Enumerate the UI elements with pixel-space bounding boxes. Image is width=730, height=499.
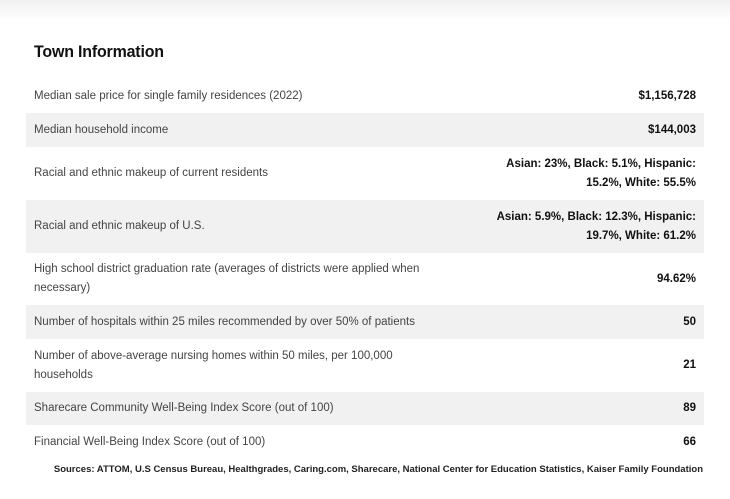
top-strip bbox=[0, 0, 730, 20]
row-value: 21 bbox=[683, 359, 696, 371]
row-value: 50 bbox=[462, 305, 704, 339]
table-row: Median sale price for single family resi… bbox=[26, 80, 704, 113]
row-label: Median sale price for single family resi… bbox=[34, 90, 303, 102]
row-label: Racial and ethnic makeup of current resi… bbox=[34, 167, 268, 179]
row-label: Financial Well-Being Index Score (out of… bbox=[34, 435, 266, 448]
table-row: Median household income $144,003 bbox=[26, 113, 704, 147]
table-row: Racial and ethnic makeup of U.S. Asian: … bbox=[26, 200, 704, 253]
page-title: Town Information bbox=[34, 42, 164, 61]
table-row: High school district graduation rate (av… bbox=[26, 253, 704, 305]
row-value: $144,003 bbox=[462, 113, 704, 147]
row-value: 66 bbox=[683, 435, 696, 448]
table-row: Number of hospitals within 25 miles reco… bbox=[26, 305, 704, 339]
row-label: Median household income bbox=[26, 113, 462, 147]
row-value: Asian: 5.9%, Black: 12.3%, Hispanic: 19.… bbox=[462, 200, 704, 253]
row-value: 94.62% bbox=[656, 272, 696, 285]
row-label: High school district graduation rate (av… bbox=[34, 263, 420, 294]
row-label: Sharecare Community Well-Being Index Sco… bbox=[26, 392, 462, 425]
row-value: 89 bbox=[462, 392, 704, 425]
table-row: Racial and ethnic makeup of current resi… bbox=[26, 147, 704, 200]
row-label: Racial and ethnic makeup of U.S. bbox=[26, 200, 462, 253]
row-label: Number of hospitals within 25 miles reco… bbox=[26, 305, 462, 339]
table-row: Financial Well-Being Index Score (out of… bbox=[26, 425, 704, 459]
table-row: Sharecare Community Well-Being Index Sco… bbox=[26, 392, 704, 425]
row-value: $1,156,728 bbox=[638, 90, 696, 102]
town-info-table: Median sale price for single family resi… bbox=[26, 80, 704, 459]
row-value: Asian: 23%, Black: 5.1%, Hispanic: 15.2%… bbox=[506, 157, 696, 189]
row-label: Number of above-average nursing homes wi… bbox=[34, 349, 393, 381]
table-row: Number of above-average nursing homes wi… bbox=[26, 339, 704, 392]
sources-note: Sources: ATTOM, U.S Census Bureau, Healt… bbox=[53, 464, 703, 475]
